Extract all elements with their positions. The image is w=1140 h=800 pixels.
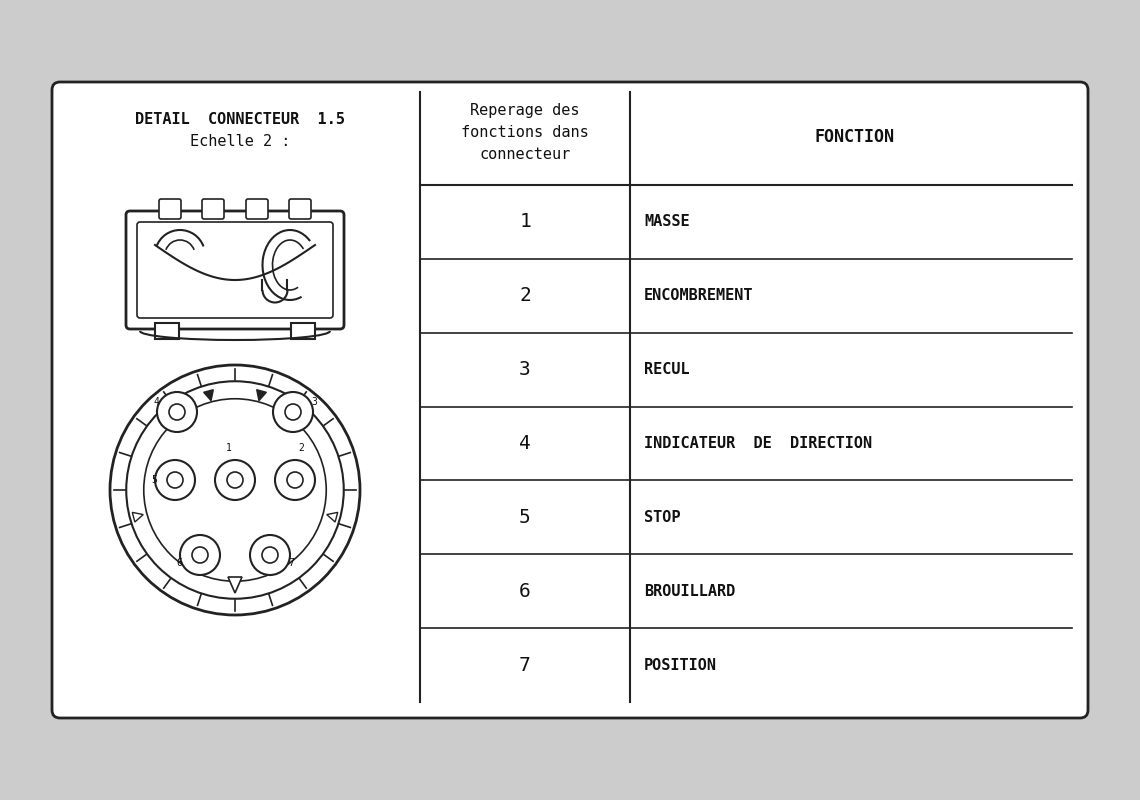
Circle shape xyxy=(155,460,195,500)
Circle shape xyxy=(192,547,207,563)
Text: ENCOMBREMENT: ENCOMBREMENT xyxy=(644,288,754,303)
Text: Reperage des
fonctions dans
connecteur: Reperage des fonctions dans connecteur xyxy=(461,102,589,162)
Text: 5: 5 xyxy=(519,508,531,527)
Circle shape xyxy=(180,535,220,575)
Circle shape xyxy=(285,404,301,420)
Circle shape xyxy=(250,535,290,575)
Polygon shape xyxy=(228,577,242,593)
Circle shape xyxy=(166,472,184,488)
Text: 7: 7 xyxy=(288,558,294,568)
Polygon shape xyxy=(256,390,267,401)
Polygon shape xyxy=(327,512,337,522)
Text: 7: 7 xyxy=(519,655,531,674)
Text: 3: 3 xyxy=(311,397,317,407)
Circle shape xyxy=(272,392,314,432)
FancyBboxPatch shape xyxy=(231,369,239,377)
Text: POSITION: POSITION xyxy=(644,658,717,673)
Circle shape xyxy=(169,404,185,420)
Text: 1: 1 xyxy=(519,213,531,231)
FancyBboxPatch shape xyxy=(349,486,357,494)
FancyBboxPatch shape xyxy=(291,323,315,339)
Circle shape xyxy=(144,398,326,582)
Text: 5: 5 xyxy=(152,475,157,485)
Circle shape xyxy=(287,472,303,488)
Text: 2: 2 xyxy=(519,286,531,306)
Text: RECUL: RECUL xyxy=(644,362,690,377)
FancyBboxPatch shape xyxy=(202,199,223,219)
Circle shape xyxy=(227,472,243,488)
Text: 6: 6 xyxy=(176,558,182,568)
Circle shape xyxy=(109,365,360,615)
Text: DETAIL  CONNECTEUR  1.5: DETAIL CONNECTEUR 1.5 xyxy=(135,113,345,127)
FancyBboxPatch shape xyxy=(137,222,333,318)
Text: 4: 4 xyxy=(153,397,158,407)
Text: Echelle 2 :: Echelle 2 : xyxy=(190,134,291,150)
Text: MASSE: MASSE xyxy=(644,214,690,230)
Text: 2: 2 xyxy=(298,443,304,453)
FancyBboxPatch shape xyxy=(231,603,239,611)
Text: 6: 6 xyxy=(519,582,531,601)
Text: INDICATEUR  DE  DIRECTION: INDICATEUR DE DIRECTION xyxy=(644,436,872,451)
FancyBboxPatch shape xyxy=(158,199,181,219)
FancyBboxPatch shape xyxy=(52,82,1088,718)
FancyBboxPatch shape xyxy=(155,323,179,339)
FancyBboxPatch shape xyxy=(114,486,122,494)
FancyBboxPatch shape xyxy=(290,199,311,219)
FancyBboxPatch shape xyxy=(246,199,268,219)
Circle shape xyxy=(275,460,315,500)
Text: BROUILLARD: BROUILLARD xyxy=(644,584,735,598)
Polygon shape xyxy=(132,512,144,522)
Circle shape xyxy=(157,392,197,432)
Text: 4: 4 xyxy=(519,434,531,453)
Polygon shape xyxy=(204,390,213,401)
Text: 1: 1 xyxy=(226,443,231,453)
Text: STOP: STOP xyxy=(644,510,681,525)
Circle shape xyxy=(127,382,344,598)
Text: 3: 3 xyxy=(519,360,531,379)
Circle shape xyxy=(215,460,255,500)
Circle shape xyxy=(262,547,278,563)
FancyBboxPatch shape xyxy=(127,211,344,329)
Text: FONCTION: FONCTION xyxy=(815,129,895,146)
